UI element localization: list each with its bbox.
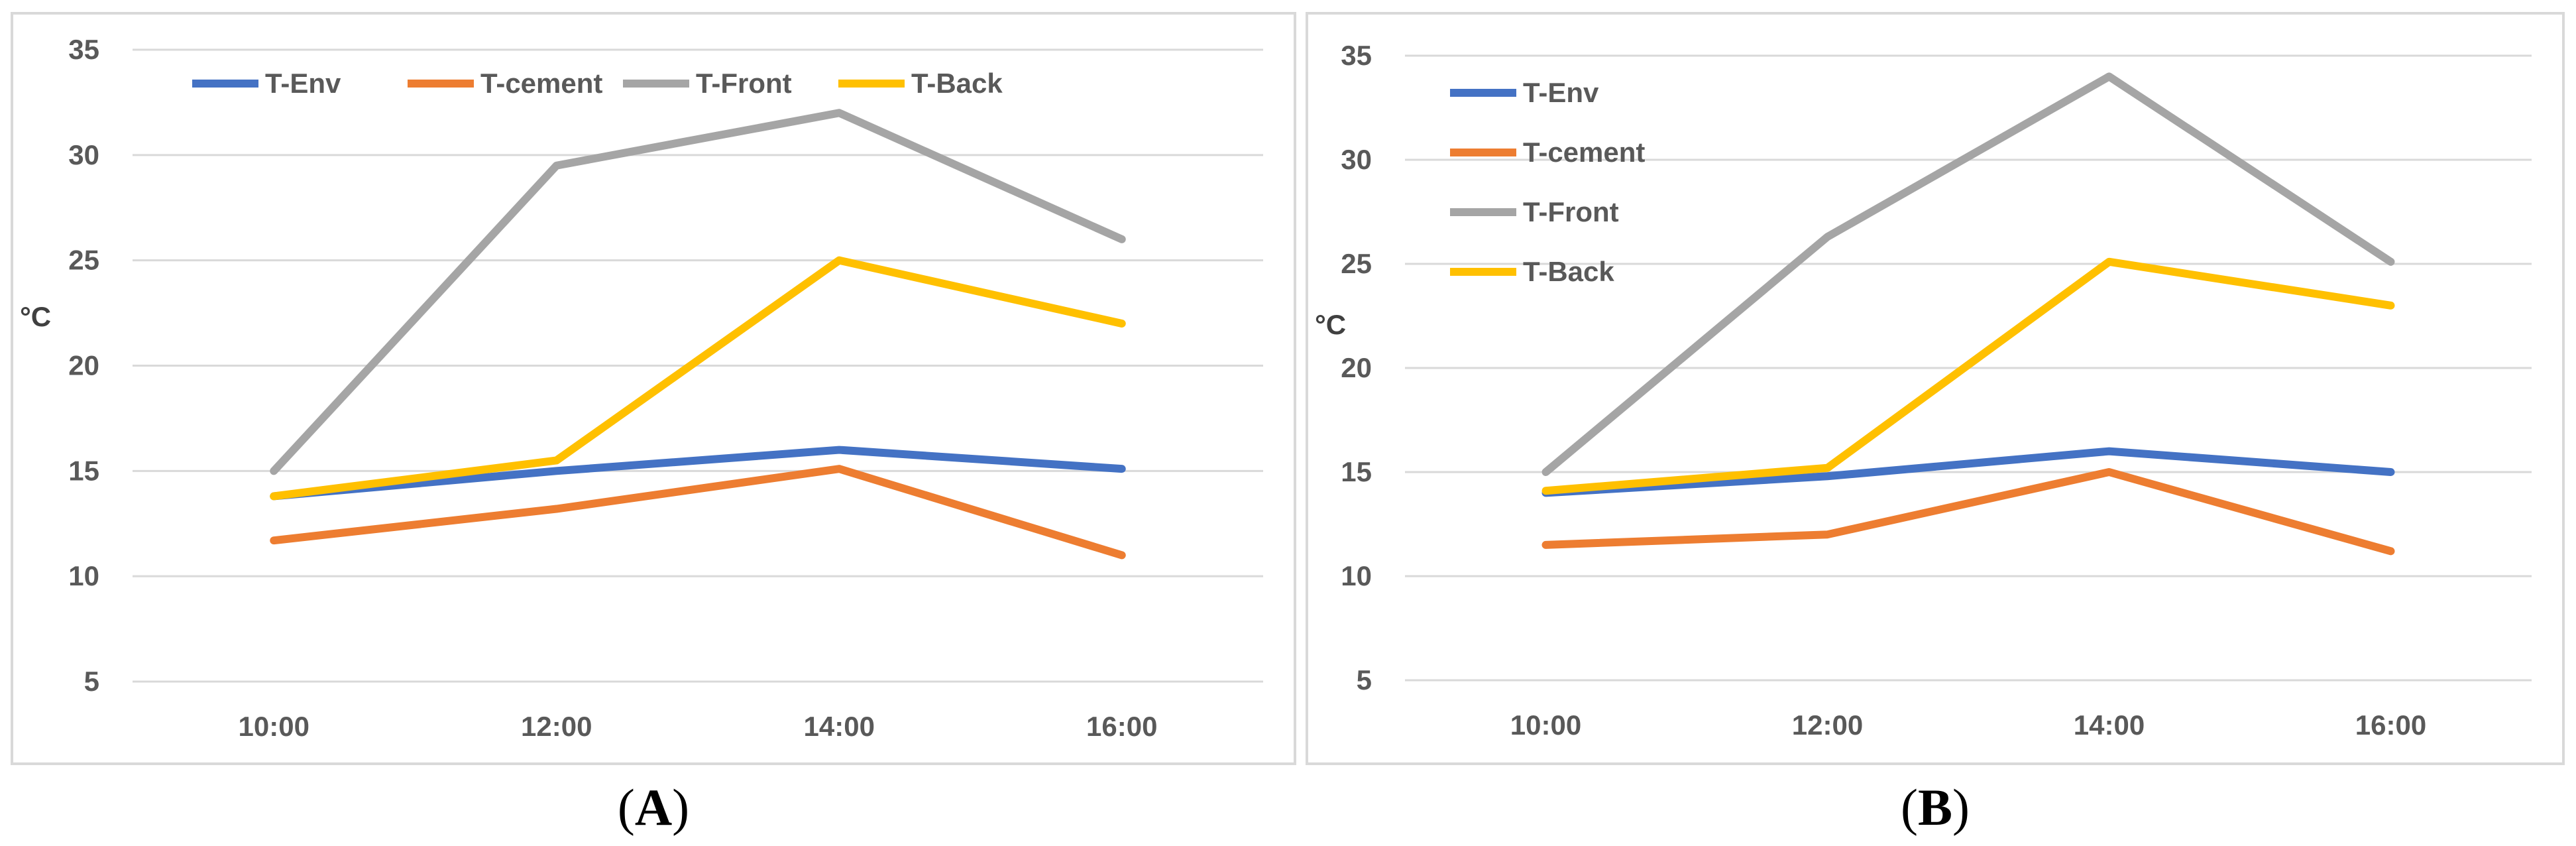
y-tick-label: 10	[68, 560, 99, 591]
series-line-t-cement	[1541, 468, 2395, 556]
legend-label: T-cement	[1523, 137, 1645, 168]
y-tick-label: 35	[68, 34, 99, 65]
legend-label: T-Back	[911, 68, 1003, 99]
series-line-t-front	[270, 109, 1126, 475]
x-tick-label: 10:00	[1510, 709, 1581, 741]
x-tick-label: 10:00	[239, 711, 309, 742]
x-tick-label: 16:00	[2355, 709, 2426, 741]
y-axis-label: °C	[20, 301, 51, 332]
chart-panel-b: 5 10 15 20 25 30 35 10:00 12:00 14:00 16:00 °C T-Env…	[1306, 12, 2565, 765]
y-tick-label: 15	[68, 455, 99, 486]
y-tick-label: 25	[1341, 248, 1372, 279]
y-tick-label: 10	[1341, 560, 1372, 591]
x-tick-label: 14:00	[804, 711, 875, 742]
series-line-t-back	[1541, 257, 2395, 495]
y-axis-label: °C	[1315, 309, 1346, 340]
y-tick-label: 5	[84, 666, 99, 697]
caption-close-paren: )	[1952, 778, 1970, 836]
y-tick-label: 30	[1341, 144, 1372, 175]
chart-panel-a: 5 10 15 20 25 30 35 10:00 12:00 14:00 16:00 °C T-Env…	[11, 12, 1296, 765]
caption-open-paren: (	[1901, 778, 1918, 836]
caption-label: A	[634, 778, 673, 836]
series-line-t-back	[270, 256, 1126, 501]
y-tick-label: 30	[68, 139, 99, 170]
y-tick-label: 35	[1341, 40, 1372, 71]
series-line-t-env	[1541, 447, 2395, 497]
y-tick-label: 20	[68, 350, 99, 381]
legend-label: T-Back	[1523, 256, 1614, 287]
panel-caption-b: (B)	[1306, 774, 2565, 841]
caption-label: B	[1917, 778, 1953, 836]
line-chart-b: 5 10 15 20 25 30 35 10:00 12:00 14:00 16:00 °C T-Env…	[1315, 40, 2532, 741]
legend-label: T-cement	[480, 68, 602, 99]
x-tick-label: 12:00	[521, 711, 592, 742]
panel-caption-a: (A)	[11, 774, 1296, 841]
y-tick-label: 25	[68, 245, 99, 276]
y-tick-label: 20	[1341, 352, 1372, 383]
series-line-t-cement	[270, 465, 1126, 560]
x-tick-label: 16:00	[1086, 711, 1157, 742]
y-tick-label: 15	[1341, 456, 1372, 487]
line-chart-a: 5 10 15 20 25 30 35 10:00 12:00 14:00 16:00 °C T-Env…	[20, 34, 1263, 742]
series-line-t-front	[1541, 72, 2395, 476]
x-tick-label: 14:00	[2074, 709, 2145, 741]
series-line-t-env	[270, 446, 1126, 501]
caption-close-paren: )	[672, 778, 690, 836]
caption-open-paren: (	[617, 778, 635, 836]
legend-label: T-Env	[1523, 77, 1599, 108]
y-tick-label: 5	[1357, 664, 1372, 695]
legend-label: T-Front	[1523, 196, 1619, 227]
legend-label: T-Env	[265, 68, 341, 99]
x-tick-label: 12:00	[1792, 709, 1863, 741]
legend-label: T-Front	[696, 68, 792, 99]
